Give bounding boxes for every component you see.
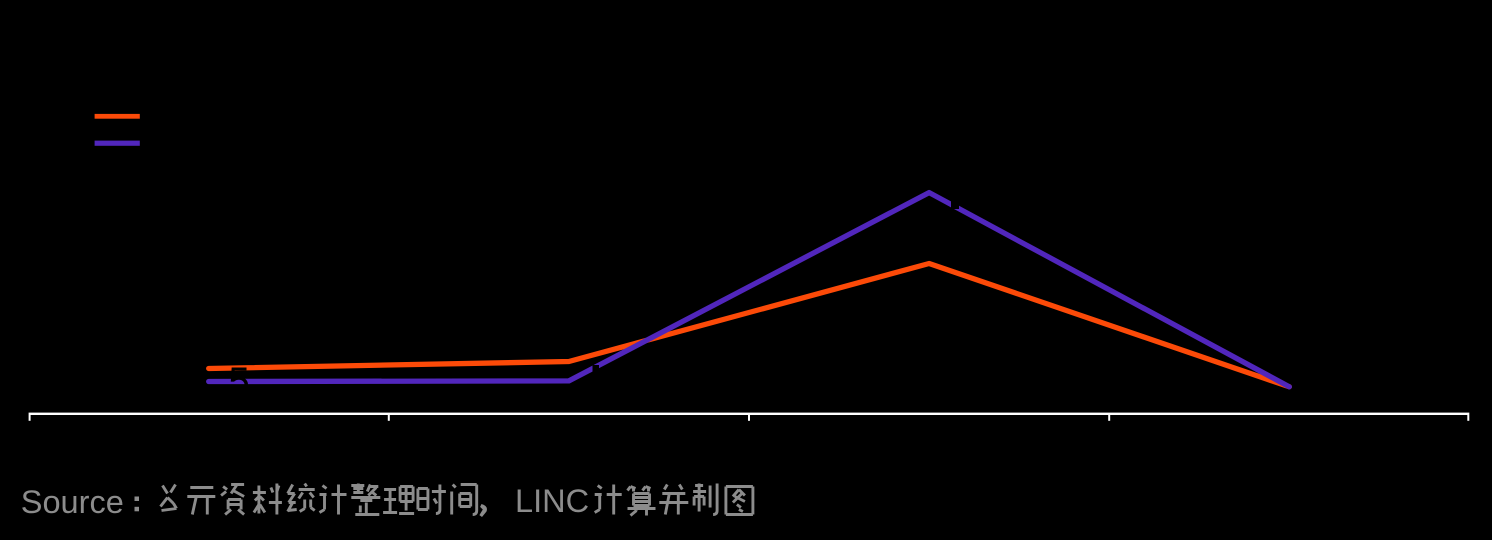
svg-text:LINC: LINC [515,483,589,519]
svg-text:5: 5 [229,361,250,403]
svg-text:Source: Source [21,484,124,520]
